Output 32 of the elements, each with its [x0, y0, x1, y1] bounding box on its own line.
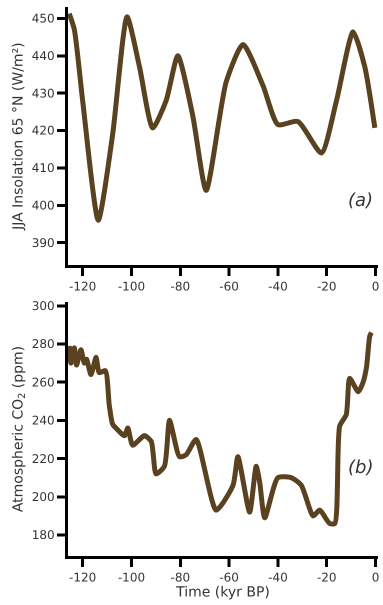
- y-tick-label: 180: [32, 528, 55, 542]
- y-tick-label: 430: [32, 86, 55, 100]
- x-tick-label: -80: [170, 570, 190, 584]
- x-tick-label: -120: [69, 570, 96, 584]
- x-tick-label: -60: [219, 279, 239, 294]
- y-tick-label: 400: [32, 198, 55, 212]
- y-tick-label: 240: [32, 414, 55, 428]
- y-tick-label: 410: [32, 161, 55, 176]
- x-tick-label: -100: [118, 279, 146, 294]
- y-tick-label: 220: [32, 452, 55, 466]
- y-tick-label: 440: [32, 48, 55, 63]
- annotation: (b): [348, 457, 374, 478]
- y-tick-label: 390: [32, 236, 55, 250]
- y-tick-label: 420: [32, 124, 55, 138]
- x-tick-label: -100: [118, 570, 146, 584]
- x-tick-label: -20: [316, 279, 337, 294]
- x-tick-label: -120: [69, 279, 96, 294]
- annotation: (a): [348, 190, 374, 211]
- x-axis-title: Time (kyr BP): [175, 584, 270, 601]
- x-tick-label: -60: [219, 570, 239, 584]
- y-tick-label: 260: [32, 375, 55, 390]
- x-tick-label: -40: [268, 279, 288, 294]
- y-tick-label: 300: [32, 299, 55, 314]
- y-tick-label: 450: [32, 12, 55, 26]
- y-axis-title: JJA Insolation 65 °N (W/m²): [10, 42, 26, 231]
- x-tick-label: -40: [268, 570, 288, 584]
- y-tick-label: 200: [32, 490, 55, 504]
- x-tick-label: -80: [170, 279, 190, 294]
- x-tick-label: 0: [372, 570, 380, 584]
- y-tick-label: 280: [32, 337, 55, 352]
- x-tick-label: 0: [372, 279, 380, 294]
- x-tick-label: -20: [316, 570, 337, 584]
